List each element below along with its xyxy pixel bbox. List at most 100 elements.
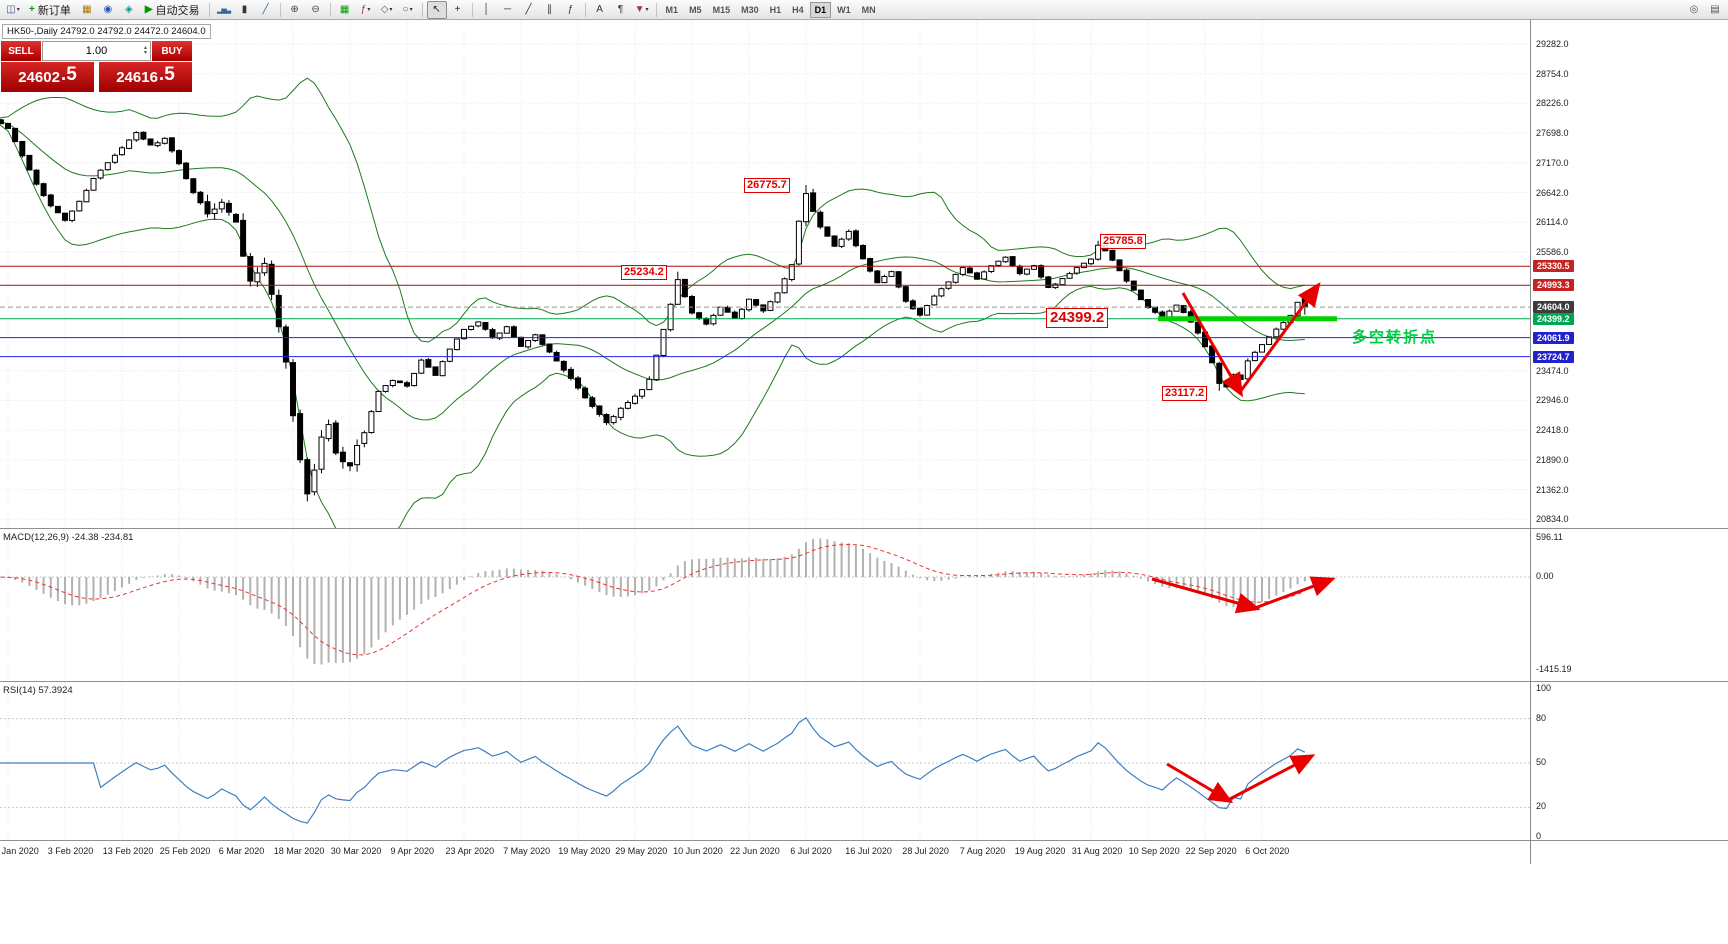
price-callout-23117.2[interactable]: 23117.2 xyxy=(1162,386,1208,401)
macd-panel[interactable]: MACD(12,26,9) -24.38 -234.81 xyxy=(0,528,1530,681)
timeframe-m15-button[interactable]: M15 xyxy=(712,4,731,15)
sell-price[interactable]: 24602 .5 xyxy=(1,62,94,92)
indicators-tool[interactable]: ƒ ▾ xyxy=(356,1,376,19)
rsi-panel[interactable]: RSI(14) 57.3924 xyxy=(0,681,1530,840)
new-order-button-tool[interactable]: + 新订单 xyxy=(24,2,76,18)
trend-arrow[interactable] xyxy=(1238,282,1321,393)
timeframe-w1-button[interactable]: W1 xyxy=(837,4,851,15)
price-callout-25234.2[interactable]: 25234.2 xyxy=(621,265,667,280)
price-level-badge: 25330.5 xyxy=(1533,260,1574,273)
timeframe-m30-button[interactable]: M30 xyxy=(741,4,759,15)
horizontal-line-tool[interactable]: ─ xyxy=(498,1,518,19)
turning-point-label[interactable]: 多空转折点 xyxy=(1352,329,1438,346)
buy-price[interactable]: 24616 .5 xyxy=(99,62,192,92)
trend-arrow[interactable] xyxy=(1254,576,1336,610)
trend-arrow[interactable] xyxy=(1151,577,1261,614)
toolbar-separator xyxy=(655,2,657,17)
chart-window-icon: ◫ xyxy=(6,4,16,15)
sell-button[interactable]: SELL xyxy=(1,41,41,61)
trend-arrow[interactable] xyxy=(1227,754,1316,802)
lot-increase-button[interactable]: ▴ xyxy=(143,45,147,51)
arrows-tool[interactable]: ▼ ▾ xyxy=(632,1,652,19)
price-tick-label: 21890.0 xyxy=(1536,454,1569,465)
lot-size-field[interactable]: 1.00 ▴ ▾ xyxy=(42,41,151,61)
price-tick-label: 27698.0 xyxy=(1536,128,1569,139)
timeframe-d1-button[interactable]: D1 xyxy=(809,1,832,18)
macd-tick-label: -1415.19 xyxy=(1536,664,1572,675)
date-label: 6 Jul 2020 xyxy=(790,846,832,856)
timeframe-m5-button[interactable]: M5 xyxy=(689,4,702,15)
timeframe-mn-button[interactable]: MN xyxy=(861,4,876,15)
date-label: 10 Sep 2020 xyxy=(1128,846,1180,856)
price-callout-26775.7[interactable]: 26775.7 xyxy=(744,178,790,193)
timeframe-m1-button[interactable]: M1 xyxy=(665,4,679,15)
date-label: 28 Jul 2020 xyxy=(902,846,949,856)
macd-tick-label: 596.11 xyxy=(1536,531,1563,542)
price-axis[interactable]: 29282.0 28754.0 28226.0 27698.0 27170.0 26642… xyxy=(1530,20,1728,864)
text-label-icon: ¶ xyxy=(617,4,624,15)
rsi-tick-label: 50 xyxy=(1536,757,1547,767)
trend-arrow[interactable] xyxy=(1181,292,1243,398)
crosshair-tool[interactable]: + xyxy=(448,1,468,19)
period-icon-caret[interactable]: ▾ xyxy=(409,7,413,13)
line-chart-tool[interactable]: ╱ xyxy=(256,1,276,19)
objects-tool[interactable]: ◇ ▾ xyxy=(377,1,397,19)
arrows-icon-caret[interactable]: ▾ xyxy=(645,7,649,13)
objects-icon-caret[interactable]: ▾ xyxy=(389,7,393,13)
axis-separator xyxy=(1531,681,1728,682)
symbol-ohlc-info: HK50-,Daily 24792.0 24792.0 24472.0 2460… xyxy=(2,24,211,39)
lot-spinner: ▴ ▾ xyxy=(143,45,147,56)
sell-price-main: 24602 xyxy=(18,68,60,86)
vertical-line-tool[interactable]: │ xyxy=(477,1,497,19)
candlestick-chart[interactable] xyxy=(0,20,1530,528)
lot-value[interactable]: 1.00 xyxy=(85,45,108,57)
date-label: 30 Mar 2020 xyxy=(330,846,382,856)
date-label: 18 Mar 2020 xyxy=(273,846,325,856)
lot-decrease-button[interactable]: ▾ xyxy=(143,50,147,56)
tile-windows-tool[interactable]: ▦ xyxy=(335,1,355,19)
main-chart-panel[interactable]: HK50-,Daily 24792.0 24792.0 24472.0 2460… xyxy=(0,20,1530,528)
buy-button[interactable]: BUY xyxy=(152,41,192,61)
date-label: 7 Aug 2020 xyxy=(959,846,1006,856)
chart-window-tool[interactable]: ◫ ▾ xyxy=(3,1,23,19)
channel-icon: ∥ xyxy=(547,4,553,15)
bollinger-bands[interactable] xyxy=(0,77,1305,528)
search-tool[interactable]: ◎ xyxy=(1684,1,1704,19)
date-axis[interactable]: 22 Jan 2020 3 Feb 2020 13 Feb 2020 25 Feb 2… xyxy=(0,840,1530,864)
text-label-tool[interactable]: ¶ xyxy=(611,1,631,19)
price-tick-label: 29282.0 xyxy=(1536,39,1569,49)
text-tool[interactable]: A xyxy=(590,1,610,19)
macd-chart[interactable] xyxy=(0,529,1530,681)
settings-tool[interactable]: ▤ xyxy=(1705,1,1725,19)
cursor-tool[interactable]: ↖ xyxy=(426,0,447,19)
zoom-out-tool[interactable]: ⊖ xyxy=(306,1,326,19)
period-tool[interactable]: ○ ▾ xyxy=(398,1,418,19)
trendline-icon: ╱ xyxy=(525,4,532,15)
price-tick-label: 21362.0 xyxy=(1536,484,1569,495)
date-label: 31 Aug 2020 xyxy=(1071,846,1123,856)
indicators-icon-caret[interactable]: ▾ xyxy=(367,7,371,13)
price-tick-label: 22418.0 xyxy=(1536,425,1569,436)
candlestick-chart-tool[interactable]: ▮ xyxy=(235,1,255,19)
charts-profile-tool[interactable]: ▦ xyxy=(77,1,97,19)
timeframe-h4-button[interactable]: H4 xyxy=(792,4,804,15)
autotrading-button-tool[interactable]: ▶ 自动交易 xyxy=(140,2,205,18)
trendline-tool[interactable]: ╱ xyxy=(519,1,539,19)
price-callout-25785.8[interactable]: 25785.8 xyxy=(1100,234,1146,249)
timeframe-h1-button[interactable]: H1 xyxy=(769,4,782,15)
objects-icon: ◇ xyxy=(380,4,389,15)
rsi-chart[interactable] xyxy=(0,682,1530,840)
date-label: 22 Jan 2020 xyxy=(0,846,39,856)
zoom-in-tool[interactable]: ⊕ xyxy=(285,1,305,19)
grid xyxy=(0,682,1530,840)
channel-tool[interactable]: ∥ xyxy=(540,1,560,19)
rsi-tick-label: 100 xyxy=(1536,683,1552,693)
price-callout-24399.2[interactable]: 24399.2 xyxy=(1046,308,1109,328)
trend-arrow[interactable] xyxy=(1166,762,1234,804)
chart-window-icon-caret[interactable]: ▾ xyxy=(16,7,20,13)
fibonacci-tool[interactable]: ƒ xyxy=(561,1,581,19)
market-watch-tool[interactable]: ◉ xyxy=(98,1,118,19)
bar-chart-tool[interactable]: ▂▅▃ xyxy=(214,1,234,19)
data-window-tool[interactable]: ◈ xyxy=(119,1,139,19)
data-window-icon: ◈ xyxy=(124,4,133,15)
